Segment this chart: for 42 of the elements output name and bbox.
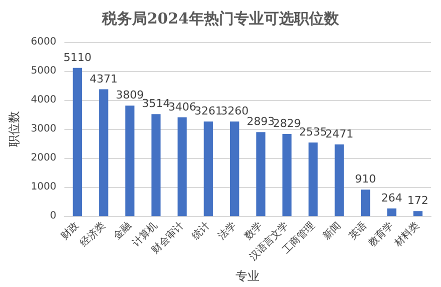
bar [125, 106, 134, 216]
bar [360, 190, 370, 216]
bar [99, 89, 108, 216]
data-label: 5110 [63, 50, 92, 64]
data-label: 3260 [220, 104, 249, 118]
data-label: 3406 [168, 100, 196, 114]
data-label: 2471 [325, 127, 354, 140]
x-axis-title: 专业 [236, 269, 260, 283]
y-tick-label: 5000 [30, 66, 56, 77]
x-tick-label: 统计 [190, 219, 212, 242]
bar [387, 208, 396, 216]
data-label: 2893 [246, 115, 275, 128]
y-axis-title: 职位数 [7, 111, 21, 148]
bar [256, 132, 266, 216]
bar [334, 144, 344, 216]
data-label: 2535 [299, 126, 328, 139]
chart-title: 税务局2024年热门专业可选职位数 [101, 10, 340, 28]
y-tick-label: 0 [50, 210, 56, 222]
bar [204, 121, 213, 216]
bar [178, 117, 187, 216]
bar [72, 68, 82, 216]
data-label: 3809 [116, 88, 144, 102]
x-tick-label: 法学 [216, 219, 238, 242]
y-tick-label: 3000 [30, 124, 56, 135]
y-tick-label: 2000 [30, 152, 56, 164]
data-label: 172 [407, 194, 428, 208]
data-label: 264 [381, 191, 402, 204]
bar [282, 134, 292, 216]
y-tick-label: 6000 [30, 36, 56, 48]
x-tick-label: 金融 [111, 219, 134, 242]
y-tick-label: 4000 [30, 94, 56, 106]
y-tick-label: 1000 [30, 182, 56, 193]
bar [413, 211, 422, 216]
bar [308, 142, 318, 216]
bar [230, 122, 240, 216]
x-tick-label: 新闻 [320, 219, 344, 242]
data-label: 4371 [90, 72, 118, 86]
data-label: 3261 [194, 104, 222, 118]
data-label: 910 [355, 172, 376, 186]
bar [151, 114, 161, 216]
data-label: 3514 [142, 97, 170, 110]
data-label: 2829 [272, 117, 301, 130]
